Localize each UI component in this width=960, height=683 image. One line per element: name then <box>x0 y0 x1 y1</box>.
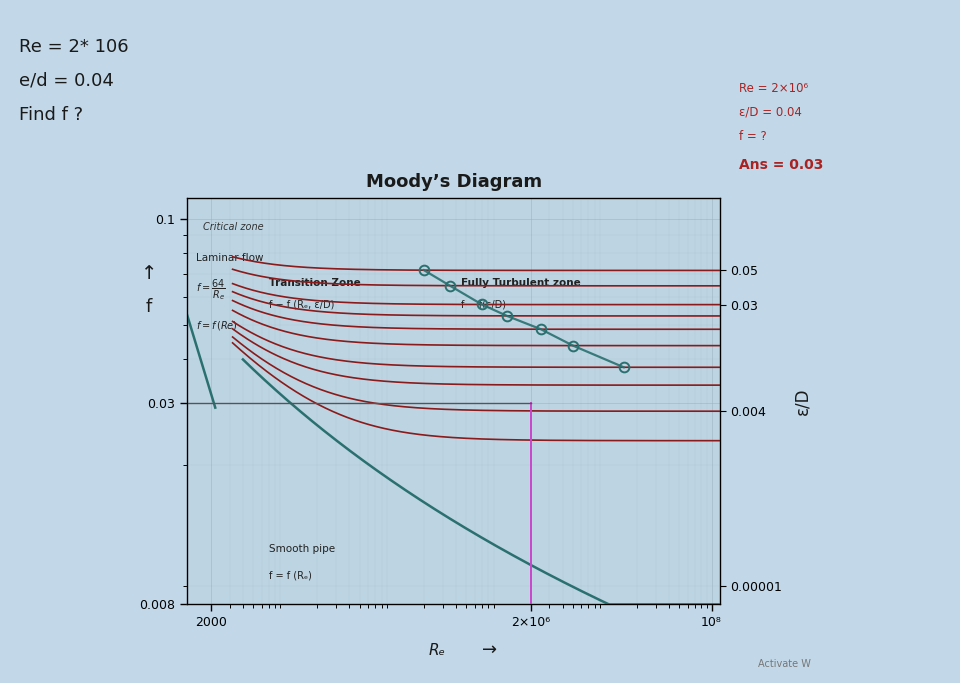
Title: Moody’s Diagram: Moody’s Diagram <box>366 173 541 191</box>
Text: $f = \dfrac{64}{R_e}$: $f = \dfrac{64}{R_e}$ <box>196 277 226 303</box>
Text: Smooth pipe: Smooth pipe <box>269 544 335 554</box>
Text: f − f (Rₑ, ε/D): f − f (Rₑ, ε/D) <box>269 300 334 310</box>
Text: ↑: ↑ <box>140 264 157 283</box>
Text: f = ?: f = ? <box>739 130 767 143</box>
Text: Find f ?: Find f ? <box>19 106 84 124</box>
Text: ε/D = 0.04: ε/D = 0.04 <box>739 106 802 119</box>
Text: Transition Zone: Transition Zone <box>269 278 361 288</box>
Y-axis label: ε/D: ε/D <box>793 387 811 415</box>
Text: Fully Turbulent zone: Fully Turbulent zone <box>462 278 581 288</box>
Text: $f = f\,(Re)$: $f = f\,(Re)$ <box>196 318 238 331</box>
Text: f − f(ε/D): f − f(ε/D) <box>462 300 507 310</box>
Text: Critical zone: Critical zone <box>204 223 264 232</box>
Text: Re = 2×10⁶: Re = 2×10⁶ <box>739 82 808 95</box>
Text: f: f <box>146 298 152 316</box>
Text: e/d = 0.04: e/d = 0.04 <box>19 72 114 89</box>
Text: Laminar flow: Laminar flow <box>196 253 263 264</box>
Text: Activate W: Activate W <box>758 659 811 669</box>
Text: →: → <box>482 641 497 659</box>
Text: Rₑ: Rₑ <box>428 643 445 658</box>
Text: Ans = 0.03: Ans = 0.03 <box>739 158 824 172</box>
Text: Re = 2* 106: Re = 2* 106 <box>19 38 129 55</box>
Text: f = f (Rₑ): f = f (Rₑ) <box>269 570 312 580</box>
